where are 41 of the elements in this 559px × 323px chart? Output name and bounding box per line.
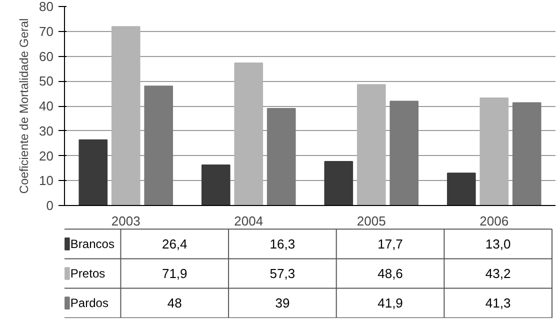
- data-label: 16,3: [270, 236, 296, 252]
- x-tick-label: 2006: [480, 214, 509, 228]
- y-tick-label: 0: [46, 198, 54, 213]
- data-label: 41,9: [378, 296, 403, 311]
- bar: [266, 108, 296, 206]
- bar: [234, 62, 264, 206]
- x-tick-label: 2003: [111, 214, 140, 228]
- data-label: 26,4: [162, 236, 188, 252]
- x-tick-label: 2005: [356, 214, 386, 228]
- data-label: 17,7: [378, 236, 403, 252]
- bar: [111, 26, 140, 206]
- y-tick-label: 50: [39, 74, 54, 89]
- data-label: 48: [167, 296, 182, 311]
- data-label: 13,0: [485, 236, 511, 252]
- bar: [324, 160, 354, 206]
- data-label: 41,3: [485, 296, 511, 311]
- legend-label: Brancos: [70, 236, 114, 251]
- legend-label: Pardos: [70, 296, 108, 310]
- bar: [390, 100, 419, 206]
- bar: [201, 164, 230, 206]
- bar: [356, 84, 386, 206]
- data-label: 57,3: [270, 266, 296, 281]
- legend-label: Pretos: [70, 266, 106, 280]
- bar: [512, 102, 542, 206]
- y-tick-label: 40: [39, 98, 54, 114]
- y-tick-label: 60: [39, 48, 54, 64]
- bar: [446, 172, 476, 206]
- y-tick-label: 70: [39, 24, 54, 39]
- y-tick-label: 30: [39, 123, 54, 138]
- data-label: 71,9: [162, 266, 188, 281]
- x-tick-label: 2004: [234, 214, 264, 228]
- y-tick-label: 20: [39, 148, 54, 164]
- bar: [78, 139, 108, 206]
- bar: [480, 98, 509, 206]
- y-tick-label: 80: [39, 0, 54, 14]
- data-label: 39: [275, 296, 290, 311]
- data-label: 48,6: [378, 266, 403, 281]
- data-label: 43,2: [485, 266, 511, 281]
- bar: [144, 86, 174, 206]
- y-axis-title: Coeficiente de Mortalidade Geral: [17, 18, 32, 194]
- y-tick-label: 10: [39, 173, 54, 188]
